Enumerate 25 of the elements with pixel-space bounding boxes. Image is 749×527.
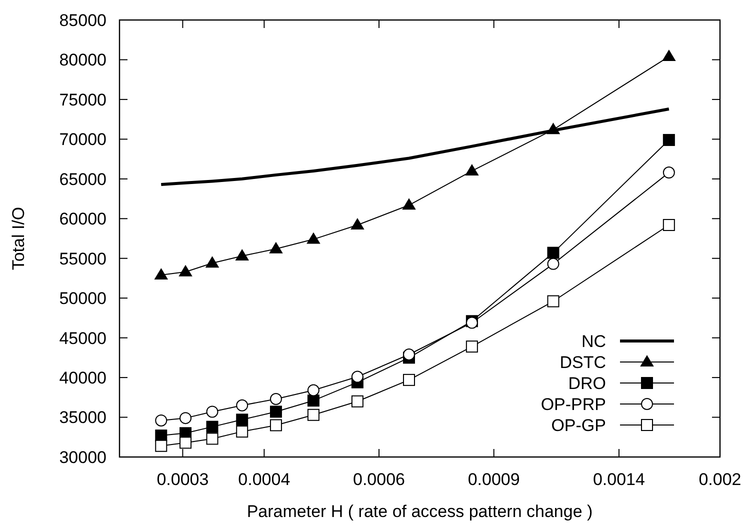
- y-axis-title: Total I/O: [9, 206, 28, 270]
- y-tick-label: 85000: [59, 10, 106, 30]
- legend-label: DRO: [568, 374, 606, 393]
- y-tick-label: 60000: [59, 210, 106, 229]
- y-tick-label: 40000: [59, 368, 106, 388]
- y-tick-label: 55000: [59, 249, 106, 268]
- y-tick-label: 70000: [59, 130, 106, 150]
- x-tick-label: 0.0006: [353, 470, 406, 489]
- x-tick-label: 0.0003: [156, 470, 209, 489]
- y-tick-label: 65000: [59, 170, 106, 189]
- y-tick-label: 80000: [59, 50, 106, 70]
- y-tick-label: 35000: [59, 408, 106, 428]
- x-tick-label: 0.002: [698, 470, 742, 489]
- legend-label: OP-PRP: [540, 394, 606, 414]
- y-tick-label: 75000: [59, 90, 106, 110]
- y-tick-label: 30000: [59, 448, 106, 467]
- legend-label: NC: [581, 332, 606, 351]
- x-tick-label: 0.0014: [592, 470, 645, 489]
- x-axis-title: Parameter H ( rate of access pattern change ): [246, 502, 593, 521]
- y-tick-label: 45000: [59, 328, 106, 348]
- legend-label: DSTC: [560, 352, 606, 372]
- x-tick-label: 0.0009: [468, 470, 520, 489]
- y-tick-label: 50000: [59, 289, 106, 308]
- x-tick-label: 0.0004: [238, 470, 290, 489]
- legend-label: OP-GP: [551, 416, 606, 435]
